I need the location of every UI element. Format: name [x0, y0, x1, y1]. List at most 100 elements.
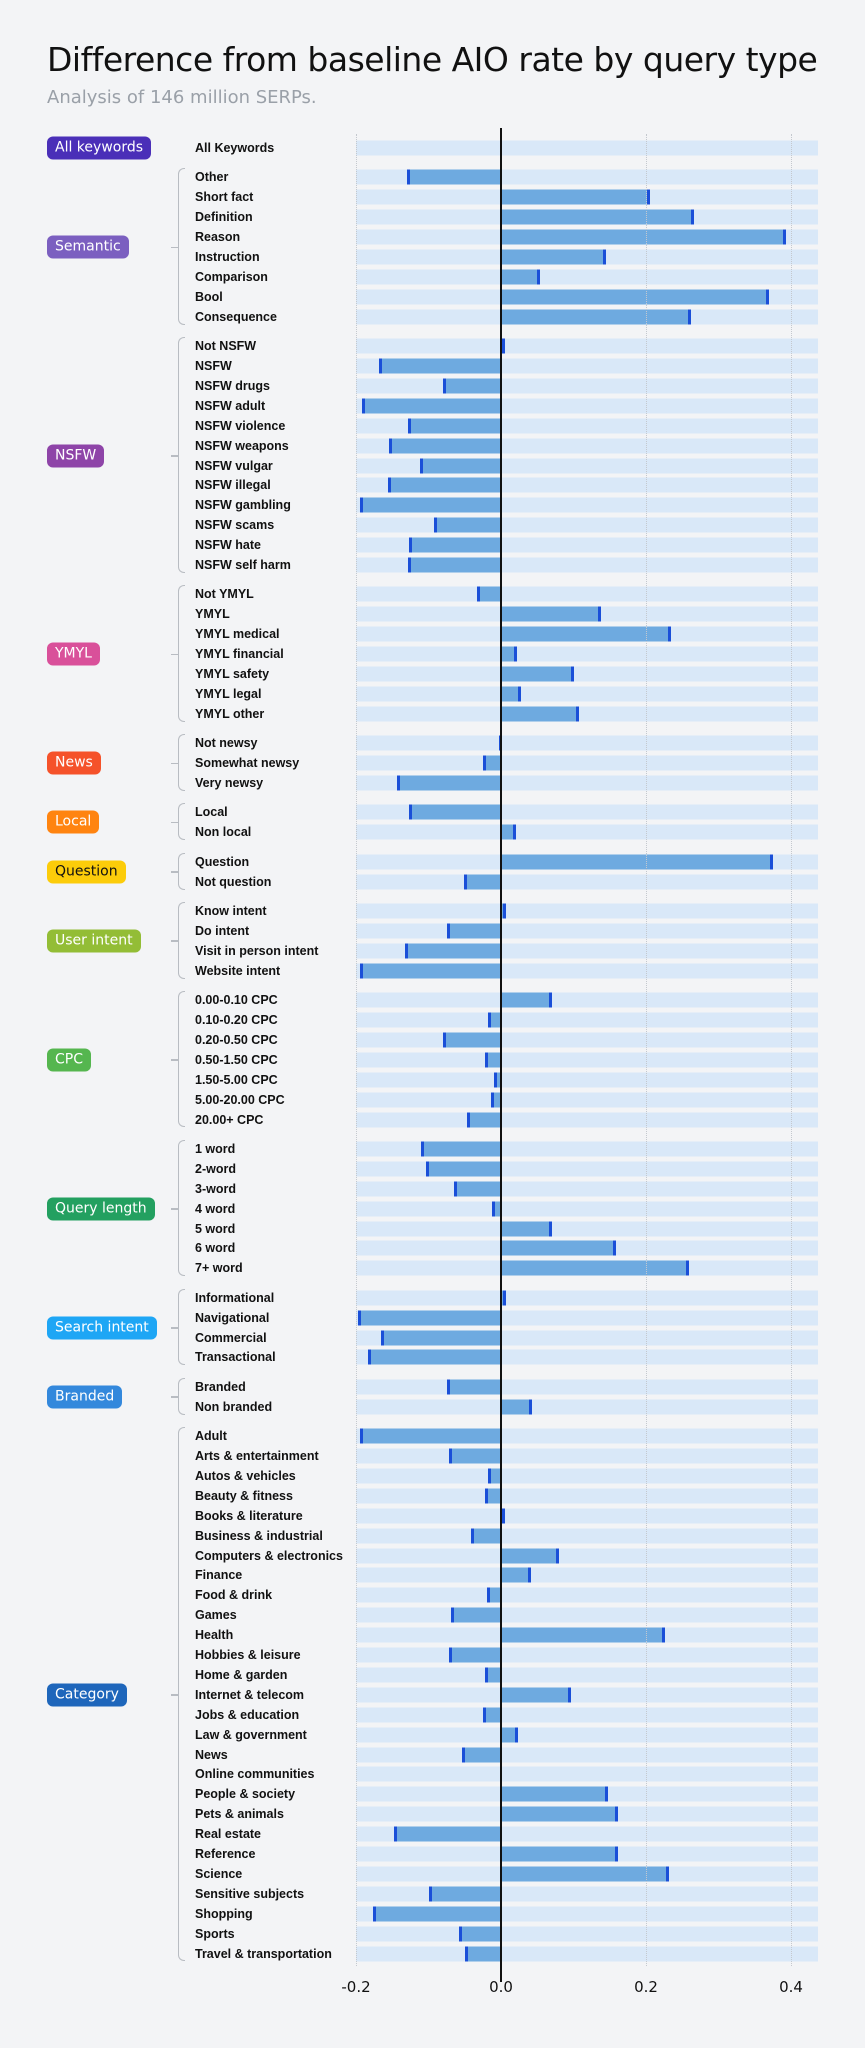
bar — [501, 646, 517, 662]
row-label: Informational — [195, 1290, 275, 1305]
row-label: 1 word — [195, 1141, 236, 1156]
row-label: Computers & electronics — [195, 1548, 343, 1563]
group-badge: Question — [47, 860, 126, 884]
bar — [501, 249, 607, 265]
bar-background — [356, 1607, 818, 1623]
group-brace-tip — [171, 1327, 179, 1329]
bar-end-marker — [419, 458, 423, 473]
bar-end-marker — [485, 1667, 489, 1683]
group-brace — [178, 852, 185, 890]
bar-end-marker — [604, 1786, 608, 1802]
row-label: Adult — [195, 1429, 227, 1444]
bar-end-marker — [690, 209, 694, 225]
bar — [448, 1647, 501, 1663]
bar — [501, 666, 574, 682]
row-label: Games — [195, 1608, 237, 1623]
row-label: Website intent — [195, 963, 281, 978]
row-label: YMYL financial — [195, 647, 284, 662]
group-brace — [178, 803, 185, 841]
bar — [359, 1428, 501, 1444]
bar — [408, 418, 501, 434]
bar — [358, 1310, 501, 1326]
bar-background — [356, 1221, 818, 1236]
group-brace-tip — [171, 1208, 179, 1210]
group-brace-tip — [171, 1059, 179, 1061]
group-brace — [178, 337, 185, 573]
bar — [470, 1528, 501, 1544]
bar-end-marker — [494, 1072, 498, 1088]
group-badge: Query length — [47, 1197, 155, 1221]
bar-end-marker — [387, 477, 391, 493]
group-badge: Local — [47, 810, 100, 834]
bar — [501, 1846, 618, 1862]
bar-end-marker — [501, 338, 505, 354]
row-label: Law & government — [195, 1727, 307, 1742]
bar-end-marker — [482, 755, 486, 771]
row-label: People & society — [195, 1787, 296, 1802]
bar-background — [356, 1161, 818, 1177]
bar — [501, 606, 602, 622]
group-badge: CPC — [47, 1048, 91, 1072]
bar-end-marker — [453, 1181, 457, 1197]
row-label: 1.50-5.00 CPC — [195, 1072, 278, 1087]
group-brace-tip — [171, 940, 179, 942]
x-tick-label: 0.2 — [634, 1977, 658, 1996]
row-label: 3-word — [195, 1181, 236, 1196]
bar — [501, 1687, 571, 1703]
gridline — [791, 134, 792, 1966]
bar — [373, 1906, 501, 1922]
row-label: YMYL other — [195, 706, 265, 721]
row-label: Commercial — [195, 1330, 267, 1345]
bar — [501, 992, 553, 1008]
bar-background — [356, 874, 818, 890]
bar — [359, 963, 501, 979]
row-label: Finance — [195, 1568, 243, 1583]
row-label: 0.20-0.50 CPC — [195, 1032, 278, 1047]
bar-end-marker — [549, 992, 553, 1008]
bar — [501, 686, 521, 702]
bar-end-marker — [477, 586, 481, 602]
bar — [447, 923, 501, 939]
bar-end-marker — [421, 1141, 425, 1157]
bar-background — [356, 1290, 818, 1306]
row-label: Local — [195, 805, 228, 820]
bar-background — [356, 378, 818, 394]
group-brace-tip — [171, 455, 179, 457]
bar — [450, 1607, 501, 1623]
row-label: Health — [195, 1628, 234, 1643]
row-label: NSFW drugs — [195, 378, 270, 393]
bar-background — [356, 1201, 818, 1217]
group-badge: NSFW — [47, 444, 105, 468]
bar — [482, 755, 501, 771]
bar-end-marker — [549, 1221, 553, 1236]
bar — [486, 1587, 501, 1603]
bar-background — [356, 903, 818, 919]
row-label: NSFW scams — [195, 518, 275, 533]
bar-end-marker — [360, 497, 364, 513]
bar — [387, 477, 501, 493]
row-label: NSFW gambling — [195, 498, 291, 513]
bar-end-marker — [426, 1161, 430, 1177]
bar — [360, 497, 501, 513]
row-label: 5 word — [195, 1221, 236, 1236]
bar — [491, 1201, 501, 1217]
row-label: Bool — [195, 289, 223, 304]
bar-end-marker — [487, 1012, 491, 1028]
bar-end-marker — [687, 309, 691, 325]
bar-end-marker — [464, 874, 468, 890]
bar-end-marker — [406, 169, 410, 185]
bar-end-marker — [517, 686, 521, 702]
bar-background — [356, 1032, 818, 1048]
chart-title: Difference from baseline AIO rate by que… — [47, 40, 818, 79]
bar-background — [356, 1508, 818, 1524]
bar-background — [356, 755, 818, 771]
bar — [408, 537, 501, 553]
group-badge: User intent — [47, 929, 141, 953]
bar-end-marker — [613, 1240, 617, 1256]
bar-end-marker — [598, 606, 602, 622]
bar — [501, 1786, 608, 1802]
bar — [434, 517, 501, 533]
bar-background — [356, 269, 818, 285]
bar-end-marker — [661, 1627, 665, 1643]
bar-end-marker — [450, 1607, 454, 1623]
